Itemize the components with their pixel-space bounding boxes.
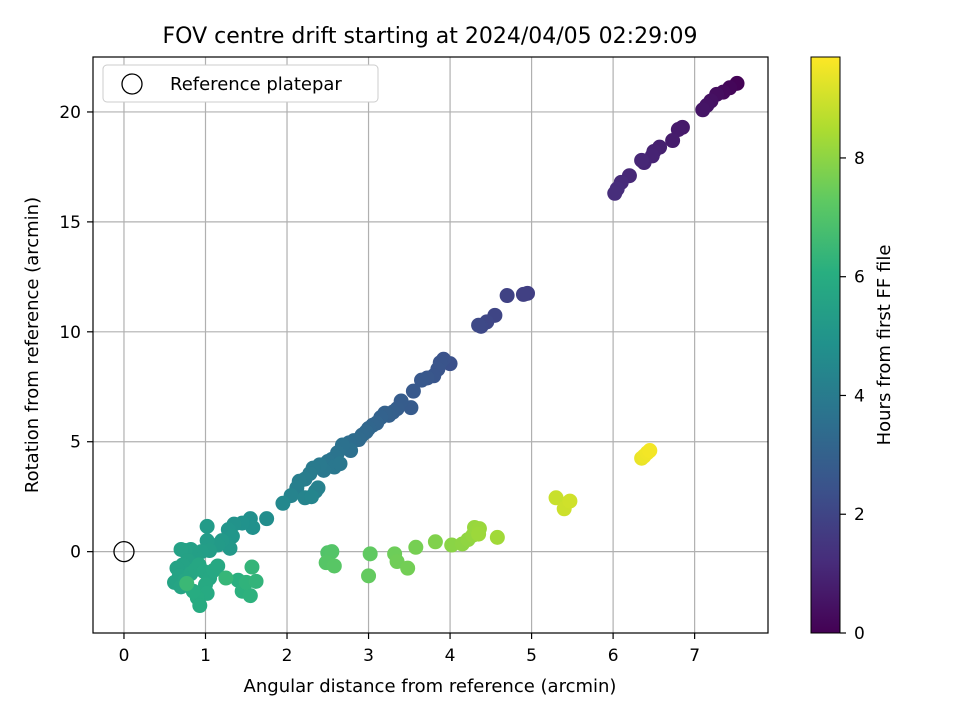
data-point <box>248 573 264 589</box>
x-axis-label: Angular distance from reference (arcmin) <box>244 676 617 697</box>
chart-title: FOV centre drift starting at 2024/04/05 … <box>163 24 698 49</box>
colorbar-tick-label: 6 <box>854 268 865 288</box>
reference-platepar-marker <box>113 541 135 563</box>
data-point <box>326 558 342 574</box>
legend-label: Reference platepar <box>170 74 342 95</box>
x-tick-label: 4 <box>445 646 456 666</box>
data-point <box>562 493 578 509</box>
x-tick-label: 6 <box>608 646 619 666</box>
data-point <box>244 559 260 575</box>
y-axis-ticks: 0 5 10 15 20 <box>59 103 93 563</box>
data-point <box>471 526 487 542</box>
data-point <box>199 518 215 534</box>
data-point <box>179 576 195 592</box>
data-point <box>210 558 226 574</box>
data-point <box>405 383 421 399</box>
x-tick-label: 3 <box>363 646 374 666</box>
y-tick-label: 15 <box>59 213 81 233</box>
grid-lines <box>93 57 768 633</box>
data-point <box>242 588 258 604</box>
data-point <box>259 511 275 527</box>
legend-box <box>102 64 379 103</box>
colorbar: 0 2 4 6 8 Hours from first FF file <box>810 56 895 644</box>
legend-marker <box>121 73 143 95</box>
data-point <box>414 372 430 388</box>
y-tick-label: 20 <box>59 103 81 123</box>
y-tick-label: 10 <box>59 323 81 343</box>
colorbar-gradient <box>810 56 841 634</box>
x-tick-label: 1 <box>200 646 211 666</box>
colorbar-tick-label: 8 <box>854 149 865 169</box>
legend: Reference platepar <box>102 64 379 103</box>
colorbar-tick-label: 0 <box>854 624 865 644</box>
y-tick-label: 0 <box>70 543 81 563</box>
x-axis-ticks: 0 1 2 3 4 5 6 7 <box>119 633 700 666</box>
data-point <box>173 541 189 557</box>
data-point <box>324 544 340 560</box>
x-tick-label: 0 <box>119 646 130 666</box>
data-point <box>499 288 515 304</box>
y-axis-label: Rotation from reference (arcmin) <box>22 197 43 493</box>
data-point <box>400 560 416 576</box>
data-point <box>362 546 378 562</box>
x-tick-label: 2 <box>282 646 293 666</box>
data-points <box>113 75 745 614</box>
x-tick-label: 7 <box>689 646 700 666</box>
data-point <box>665 133 681 149</box>
data-point <box>489 529 505 545</box>
colorbar-tick-label: 4 <box>854 386 865 406</box>
y-tick-label: 5 <box>70 433 81 453</box>
data-point <box>695 102 711 118</box>
data-point <box>303 489 319 505</box>
data-point <box>642 443 658 459</box>
colorbar-label: Hours from first FF file <box>874 245 895 446</box>
x-tick-label: 5 <box>526 646 537 666</box>
data-point <box>670 122 686 138</box>
data-point <box>218 570 234 586</box>
data-point <box>427 534 443 550</box>
data-point <box>408 539 424 555</box>
data-point <box>607 185 623 201</box>
colorbar-ticks: 0 2 4 6 8 <box>840 149 865 644</box>
data-point <box>332 456 348 472</box>
data-point <box>361 568 377 584</box>
data-point <box>515 286 531 302</box>
data-point <box>275 495 291 511</box>
data-point <box>471 317 487 333</box>
data-point <box>192 598 208 614</box>
data-point <box>634 152 650 168</box>
plot-frame <box>92 56 769 634</box>
data-point <box>548 490 564 506</box>
colorbar-tick-label: 2 <box>854 505 865 525</box>
